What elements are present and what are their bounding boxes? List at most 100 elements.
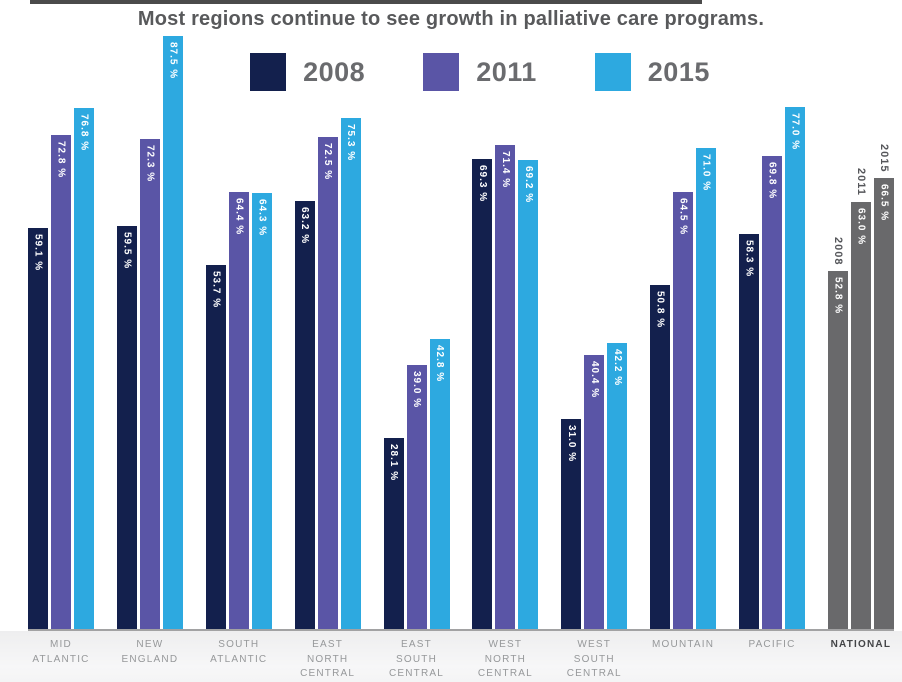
bar-cell: 39.0 % xyxy=(406,365,427,629)
bar-group: 2008 52.8 % 2011 63.0 % 2015 66.5 % xyxy=(827,143,894,629)
bar-2008: 53.7 % xyxy=(205,265,226,629)
bar-cell: 42.8 % xyxy=(429,339,450,629)
bar-cell: 76.8 % xyxy=(74,108,94,629)
bar-value-label: 72.5 % xyxy=(322,143,334,181)
bar-2015: 66.5 % xyxy=(873,178,894,629)
legend-label-2008: 2008 xyxy=(303,56,366,87)
bar-value-label: 69.8 % xyxy=(766,162,778,200)
category-label: PACIFIC xyxy=(748,639,796,650)
category-label: EAST SOUTH CENTRAL xyxy=(388,639,445,679)
bar-cell: 64.4 % xyxy=(228,192,249,629)
bar-value-label: 64.3 % xyxy=(256,199,268,237)
legend-swatch-2015 xyxy=(594,53,631,91)
bar-2011: 72.8 % xyxy=(51,135,71,629)
national-year-label: 2015 xyxy=(877,143,890,172)
bar-value-label: 59.1 % xyxy=(32,234,44,272)
bar-value-label: 69.3 % xyxy=(476,165,488,203)
bar-cell: 71.4 % xyxy=(495,145,516,629)
bar-2008: 59.1 % xyxy=(28,228,48,629)
bar-cell: 58.3 % xyxy=(739,234,759,629)
plot-area: 59.1 % 72.8 % 76.8 % 59.5 % 72.3 % 87.5 % 53.7… xyxy=(28,36,894,629)
legend-item-2008: 2008 xyxy=(250,53,365,91)
bar-2008: 28.1 % xyxy=(383,438,404,629)
legend-item-2015: 2015 xyxy=(594,53,710,91)
bar-2008: 58.3 % xyxy=(739,234,759,629)
bar-2008: 63.2 % xyxy=(294,201,315,629)
bar-cell: 40.4 % xyxy=(584,355,605,629)
category-label: SOUTH ATLANTIC xyxy=(210,639,268,665)
top-crop-strip xyxy=(30,0,702,4)
bar-group: 53.7 % 64.4 % 64.3 % xyxy=(205,192,272,629)
bar-2011: 64.4 % xyxy=(228,192,249,629)
bar-cell: 31.0 % xyxy=(561,419,582,629)
category-labels-row: MID ATLANTIC NEW ENGLAND SOUTH ATLANTIC EAS… xyxy=(28,638,894,682)
bar-cell: 69.2 % xyxy=(518,160,539,629)
bar-2015: 87.5 % xyxy=(162,36,183,629)
bar-cell: 59.5 % xyxy=(116,226,137,629)
bar-cell: 69.3 % xyxy=(472,159,493,629)
bar-2015: 75.3 % xyxy=(340,118,361,629)
bar-group: 59.1 % 72.8 % 76.8 % xyxy=(28,108,94,629)
bar-2015: 64.3 % xyxy=(251,193,272,629)
national-year-label: 2008 xyxy=(831,236,844,265)
bar-2015: 77.0 % xyxy=(785,107,805,629)
category-label: MID ATLANTIC xyxy=(32,639,90,665)
bar-value-label: 75.3 % xyxy=(345,124,357,162)
bar-cell: 50.8 % xyxy=(650,285,671,629)
bar-2015: 69.2 % xyxy=(518,160,539,629)
bar-2011: 39.0 % xyxy=(406,365,427,629)
bar-2008: 59.5 % xyxy=(116,226,137,629)
bar-value-label: 69.2 % xyxy=(522,166,534,204)
bar-value-label: 63.2 % xyxy=(299,207,311,245)
bar-value-label: 50.8 % xyxy=(654,291,666,329)
category-label: NATIONAL xyxy=(830,639,892,650)
bar-2015: 76.8 % xyxy=(74,108,94,629)
legend-label-2011: 2011 xyxy=(476,56,537,87)
bar-value-label: 71.0 % xyxy=(700,154,712,192)
bar-value-label: 42.8 % xyxy=(434,345,445,383)
bar-value-label: 40.4 % xyxy=(588,361,600,399)
bar-value-label: 63.0 % xyxy=(855,208,867,246)
bar-value-label: 53.7 % xyxy=(210,271,222,309)
bar-2011: 71.4 % xyxy=(495,145,516,629)
bar-group: 50.8 % 64.5 % 71.0 % xyxy=(650,148,717,629)
bar-2011: 72.5 % xyxy=(317,137,338,629)
category-label: EAST NORTH CENTRAL xyxy=(300,639,356,679)
bar-group: 63.2 % 72.5 % 75.3 % xyxy=(294,118,361,629)
bar-2015: 42.2 % xyxy=(607,343,628,629)
chart-title: Most regions continue to see growth in p… xyxy=(137,8,765,30)
bar-value-label: 39.0 % xyxy=(411,371,422,409)
bar-cell: 2011 63.0 % xyxy=(850,168,871,629)
legend-swatch-2008 xyxy=(250,53,287,91)
legend-item-2011: 2011 xyxy=(423,53,537,91)
bar-2008: 52.8 % xyxy=(827,271,848,629)
bar-cell: 2015 66.5 % xyxy=(873,143,894,629)
bar-cell: 71.0 % xyxy=(696,148,717,629)
bar-2011: 40.4 % xyxy=(584,355,605,629)
bar-2015: 71.0 % xyxy=(696,148,717,629)
bar-cell: 63.2 % xyxy=(294,201,315,629)
category-label: NEW ENGLAND xyxy=(121,639,179,665)
bar-2011: 69.8 % xyxy=(762,156,782,629)
legend-label-2015: 2015 xyxy=(647,56,710,87)
bar-group: 69.3 % 71.4 % 69.2 % xyxy=(472,145,539,629)
bar-cell: 77.0 % xyxy=(785,107,805,629)
bar-value-label: 58.3 % xyxy=(743,240,755,278)
bar-2011: 72.3 % xyxy=(139,139,160,629)
bar-2011: 63.0 % xyxy=(850,202,871,629)
bar-2008: 50.8 % xyxy=(650,285,671,629)
bar-value-label: 71.4 % xyxy=(499,151,511,189)
bar-group: 28.1 % 39.0 % 42.8 % xyxy=(383,339,450,629)
bar-value-label: 72.8 % xyxy=(55,141,67,179)
bar-value-label: 42.2 % xyxy=(611,349,623,387)
bar-value-label: 31.0 % xyxy=(565,425,577,463)
bar-group: 59.5 % 72.3 % 87.5 % xyxy=(116,36,183,629)
bar-cell: 87.5 % xyxy=(162,36,183,629)
bar-cell: 72.5 % xyxy=(317,137,338,629)
category-label: WEST SOUTH CENTRAL xyxy=(566,639,622,679)
bar-group: 31.0 % 40.4 % 42.2 % xyxy=(561,343,628,629)
bar-2011: 64.5 % xyxy=(673,192,694,629)
bar-cell: 64.5 % xyxy=(673,192,694,629)
bar-cell: 64.3 % xyxy=(251,193,272,629)
bar-value-label: 76.8 % xyxy=(78,114,90,152)
